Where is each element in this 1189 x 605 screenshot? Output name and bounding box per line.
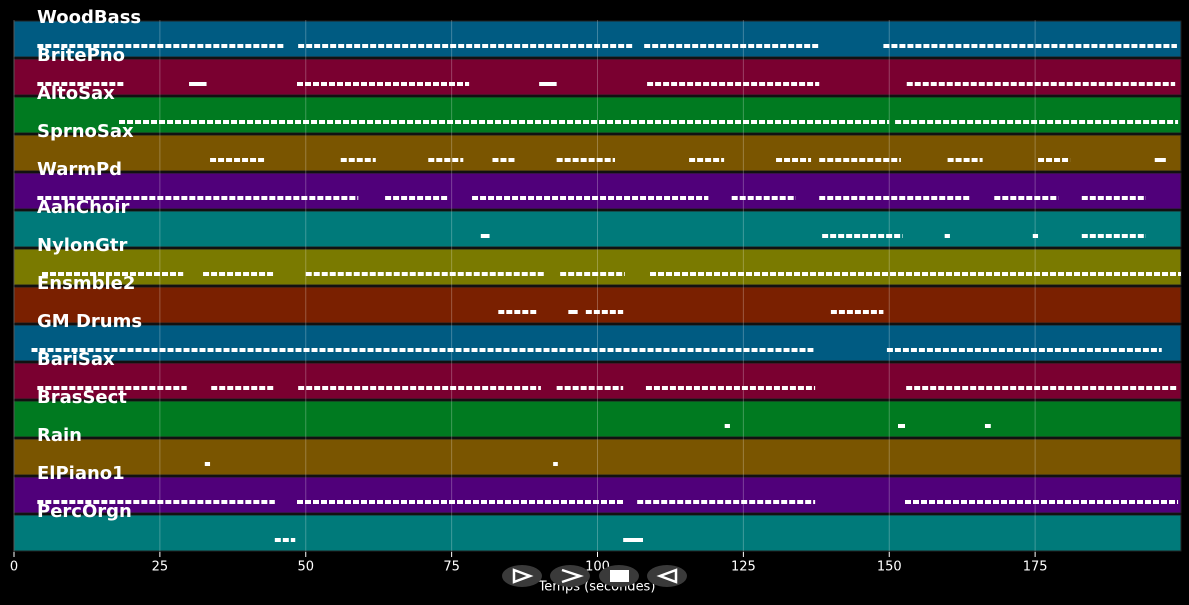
track-label: ElPiano1	[37, 463, 125, 484]
track-row	[13, 134, 1182, 172]
track-label: WoodBass	[37, 7, 141, 28]
track-label: AahChoir	[37, 197, 129, 218]
x-tick-label: 25	[152, 560, 169, 575]
track-row	[13, 476, 1182, 514]
track-label: Rain	[37, 425, 82, 446]
track-row	[13, 514, 1182, 552]
track-label: BrasSect	[37, 387, 127, 408]
x-tick-label: 175	[1023, 560, 1048, 575]
rewind-button[interactable]	[647, 565, 687, 587]
track-label: BariSax	[37, 349, 115, 370]
playback-controls	[502, 565, 687, 587]
track-label: GM Drums	[37, 311, 142, 332]
tracks	[13, 20, 1182, 552]
track-label: WarmPd	[37, 159, 122, 180]
track-row	[13, 362, 1182, 400]
notes	[31, 44, 1181, 542]
track-row	[13, 20, 1182, 58]
stop-button[interactable]	[599, 565, 639, 587]
track-row	[13, 210, 1182, 248]
track-row	[13, 248, 1182, 286]
track-row	[13, 324, 1182, 362]
track-row	[13, 400, 1182, 438]
track-row	[13, 438, 1182, 476]
track-label: PercOrgn	[37, 501, 132, 522]
track-row	[13, 96, 1182, 134]
track-row	[13, 58, 1182, 96]
x-tick-label: 75	[443, 560, 460, 575]
track-label: NylonGtr	[37, 235, 128, 256]
x-tick-label: 50	[297, 560, 314, 575]
forward-button[interactable]	[550, 565, 590, 587]
track-label: Ensmble2	[37, 273, 135, 294]
x-tick-label: 0	[10, 560, 18, 575]
track-label: AltoSax	[37, 83, 115, 104]
track-row	[13, 286, 1182, 324]
x-tick-label: 125	[731, 560, 756, 575]
labels: WoodBass BritePno AltoSax SprnoSax WarmPd Aah…	[10, 7, 1048, 575]
track-label: BritePno	[37, 45, 125, 66]
track-label: SprnoSax	[37, 121, 134, 142]
play-button[interactable]	[502, 565, 542, 587]
track-row	[13, 172, 1182, 210]
grid	[13, 20, 1036, 557]
x-tick-label: 150	[877, 560, 902, 575]
